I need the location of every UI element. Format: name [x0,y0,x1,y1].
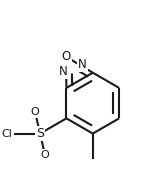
Text: Cl: Cl [2,129,13,139]
Text: O: O [41,150,49,160]
Text: O: O [61,50,71,63]
Text: N: N [78,58,86,71]
Text: O: O [31,107,39,117]
Text: N: N [59,65,68,78]
Text: S: S [36,127,44,140]
